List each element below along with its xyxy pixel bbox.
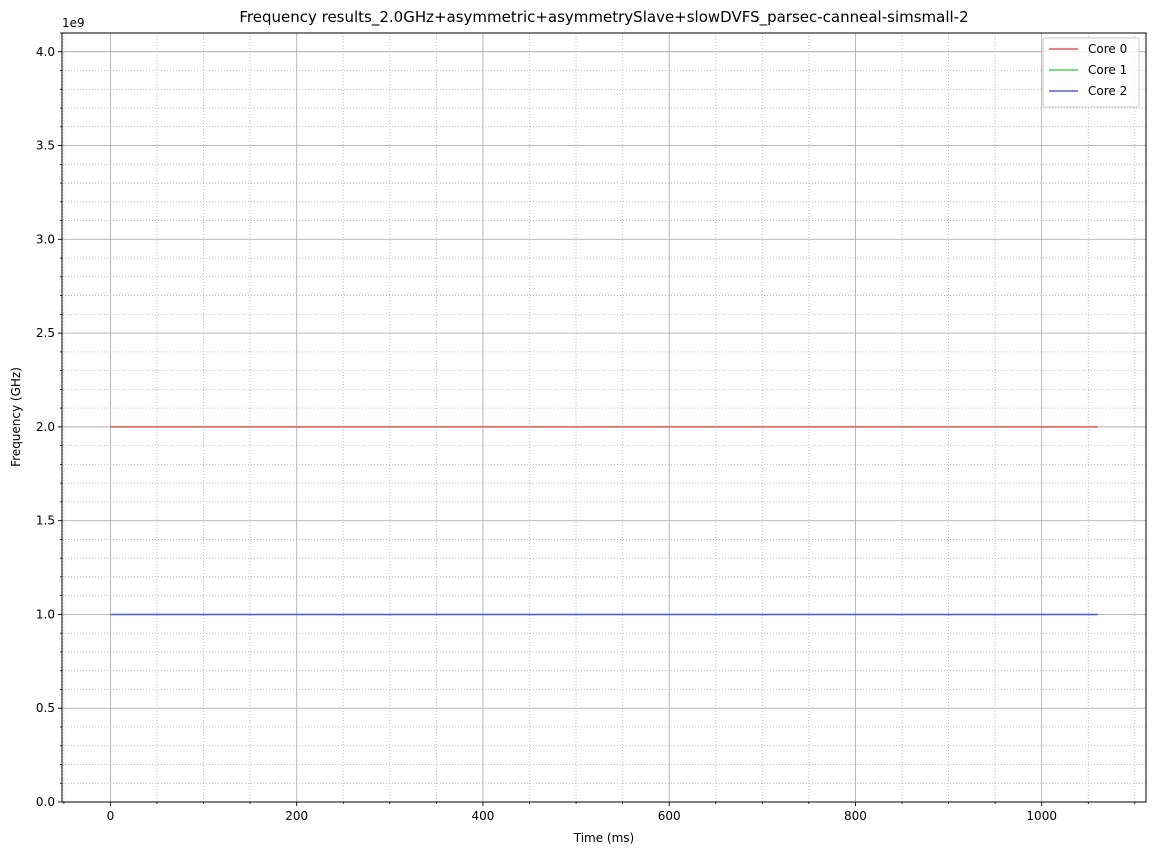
axis-ticks: 0 200 400 600 800 1000 0.0 0.5 1.0 1.5 2.0 2.5 3.0 3.…: [36, 32, 1136, 823]
x-tick-label: 600: [658, 809, 681, 823]
y-offset-label: 1e9: [62, 16, 85, 30]
y-tick-label: 0.0: [36, 795, 55, 809]
x-tick-label: 200: [285, 809, 308, 823]
chart-title: Frequency results_2.0GHz+asymmetric+asym…: [239, 8, 968, 27]
legend-label: Core 1: [1088, 63, 1127, 77]
legend-label: Core 2: [1088, 84, 1127, 98]
y-axis-label: Frequency (GHz): [9, 367, 23, 467]
y-tick-label: 1.5: [36, 514, 55, 528]
legend-box: [1042, 37, 1140, 108]
x-axis-label: Time (ms): [573, 831, 635, 845]
legend-label: Core 0: [1088, 42, 1127, 56]
x-tick-label: 400: [471, 809, 494, 823]
y-tick-label: 3.0: [36, 232, 55, 246]
y-tick-label: 4.0: [36, 45, 55, 59]
y-tick-label: 1.0: [36, 607, 55, 621]
y-tick-label: 2.5: [36, 326, 55, 340]
grid-lines: [62, 32, 1146, 803]
x-tick-label: 800: [844, 809, 867, 823]
y-tick-label: 0.5: [36, 701, 55, 715]
y-tick-label: 2.0: [36, 420, 55, 434]
series-lines: [110, 426, 1098, 616]
x-tick-label: 0: [107, 809, 115, 823]
plot-frame: [61, 32, 1147, 803]
x-tick-label: 1000: [1026, 809, 1057, 823]
y-tick-label: 3.5: [36, 139, 55, 153]
legend: Core 0 Core 1 Core 2: [1042, 37, 1140, 108]
